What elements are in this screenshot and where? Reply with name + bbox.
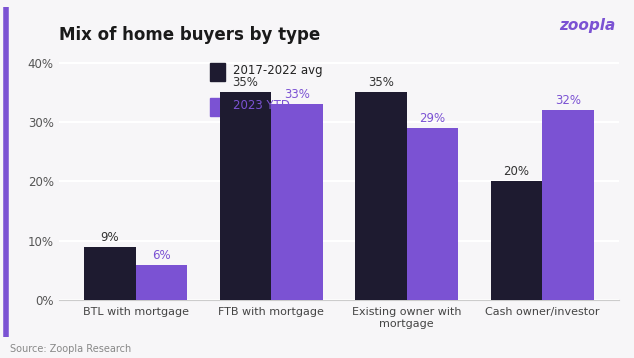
Text: Source: Zoopla Research: Source: Zoopla Research (10, 344, 131, 354)
Bar (84, 247, 136, 300)
Bar (210, 98, 225, 116)
Bar (210, 63, 225, 81)
Text: 20%: 20% (503, 165, 529, 178)
Bar (271, 104, 323, 300)
Text: 6%: 6% (152, 248, 171, 262)
Bar (219, 92, 271, 300)
Text: 2017-2022 avg: 2017-2022 avg (233, 64, 323, 77)
Text: 35%: 35% (232, 76, 258, 90)
Text: 2023 YTD: 2023 YTD (233, 99, 290, 112)
Text: 35%: 35% (368, 76, 394, 90)
Text: 29%: 29% (419, 112, 445, 125)
Bar (136, 265, 187, 300)
Bar (542, 110, 593, 300)
Bar (406, 128, 458, 300)
Text: 33%: 33% (284, 88, 309, 101)
Text: 32%: 32% (555, 94, 581, 107)
Bar (355, 92, 406, 300)
Text: Mix of home buyers by type: Mix of home buyers by type (58, 26, 320, 44)
Bar (491, 182, 542, 300)
Text: zoopla: zoopla (559, 18, 615, 33)
Text: 9%: 9% (100, 231, 119, 244)
